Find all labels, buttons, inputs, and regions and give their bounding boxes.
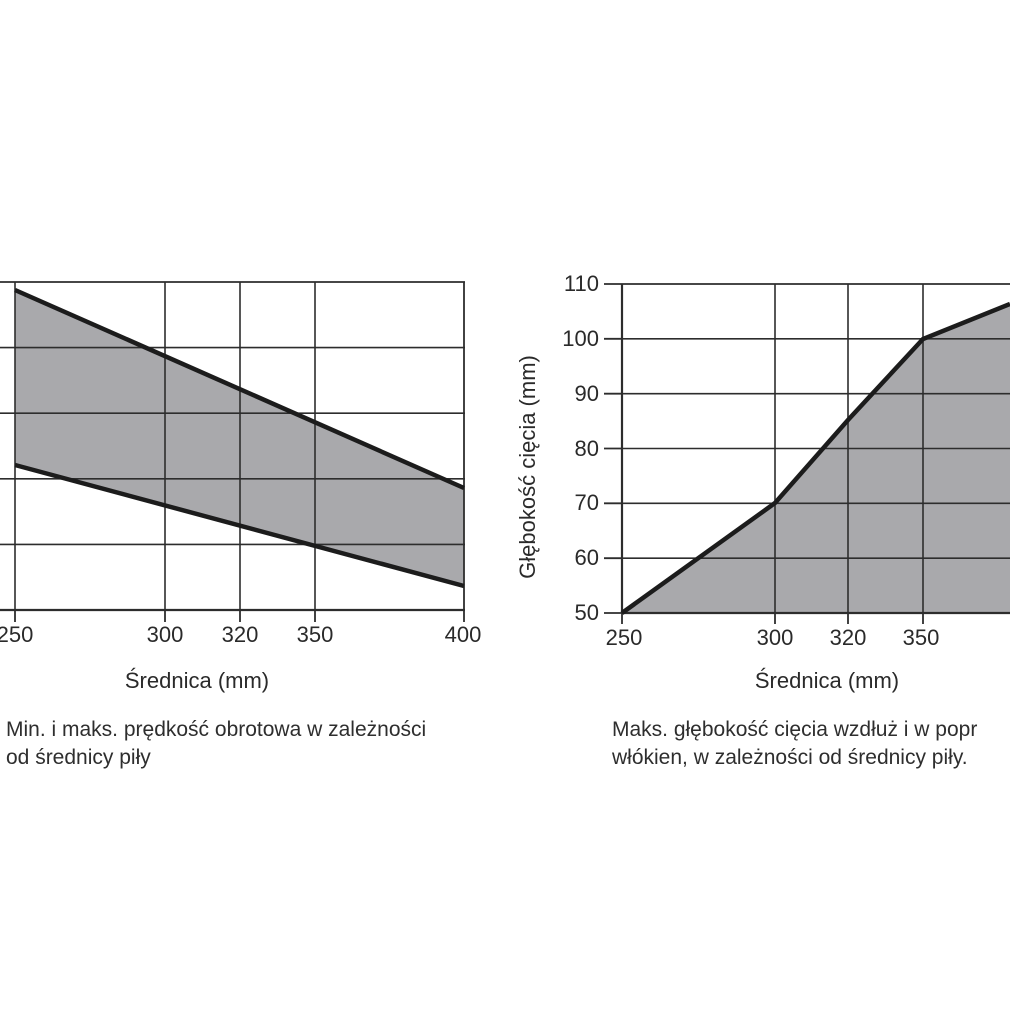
x-tick-label: 320 [829,625,867,650]
x-tick-label: 300 [756,625,794,650]
y-tick-label: 70 [574,490,599,516]
x-axis-title: Średnica (mm) [754,668,900,693]
x-tick-label: 400 [444,622,482,647]
y-tick-label: 80 [574,435,599,461]
x-tick-label: 250 [0,622,34,647]
y-tick-label: 90 [574,380,599,406]
y-axis-title: Głębokość cięcia (mm) [515,355,540,579]
x-axis-title: Średnica (mm) [124,668,270,693]
x-tick-label: 350 [296,622,334,647]
caption-line: Maks. głębokość cięcia wzdłuż i w popr [612,718,978,741]
x-tick-label: 300 [146,622,184,647]
figure-caption: Min. i maks. prędkość obrotowa w zależno… [6,716,426,772]
x-tick-label: 350 [902,625,940,650]
caption-line: Min. i maks. prędkość obrotowa w zależno… [6,718,427,741]
y-tick-label: 60 [574,545,599,571]
x-tick-label: 320 [221,622,259,647]
figure-caption: Maks. głębokość cięcia wzdłuż i w popr w… [612,716,977,772]
caption-line: włókien, w zależności od średnicy piły. [612,746,968,769]
y-tick-label: 110 [563,271,599,296]
y-tick-label: 50 [574,600,599,625]
x-tick-label: 250 [605,625,643,650]
y-tick-label: 100 [562,325,599,351]
caption-line: od średnicy piły [6,746,151,769]
